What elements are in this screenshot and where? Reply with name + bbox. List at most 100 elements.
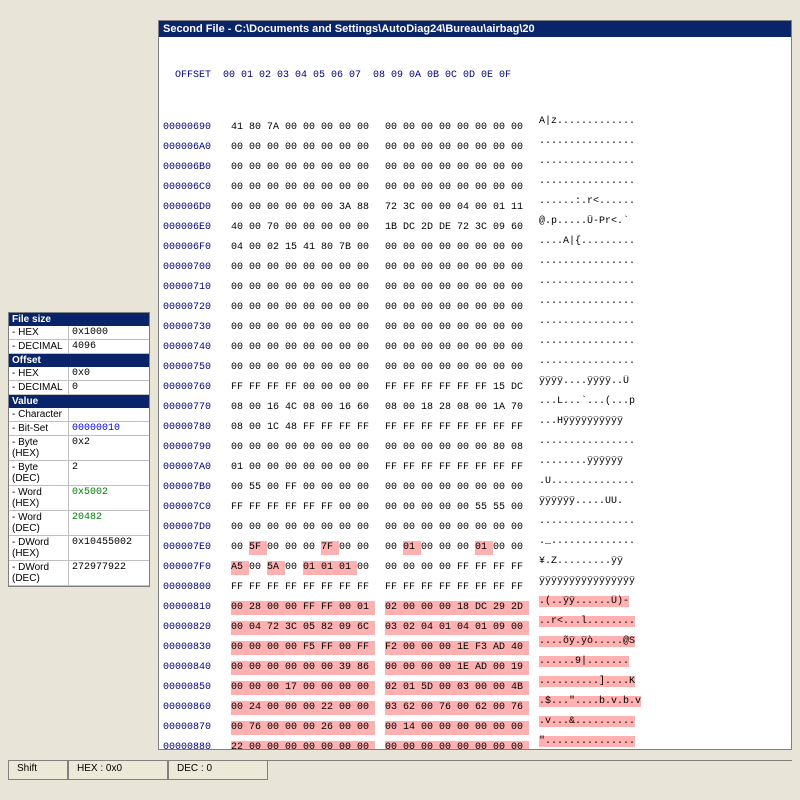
hex-byte[interactable]: 80: [249, 121, 267, 135]
hex-byte[interactable]: 1B: [385, 221, 403, 235]
hex-byte[interactable]: 00: [439, 741, 457, 750]
hex-byte[interactable]: 00: [267, 181, 285, 195]
hex-byte[interactable]: 01: [339, 561, 357, 575]
hex-byte[interactable]: 00: [285, 641, 303, 655]
hex-byte[interactable]: 00: [285, 461, 303, 475]
hex-byte[interactable]: 5A: [267, 561, 285, 575]
hex-byte[interactable]: 01: [303, 561, 321, 575]
hex-byte[interactable]: FF: [249, 581, 267, 595]
hex-byte[interactable]: 00: [321, 521, 339, 535]
hex-byte[interactable]: 00: [285, 721, 303, 735]
hex-row[interactable]: 000007E0005F0000007F00000001000000010000…: [163, 535, 787, 555]
hex-byte[interactable]: 24: [249, 701, 267, 715]
hex-byte[interactable]: 09: [339, 621, 357, 635]
hex-byte[interactable]: 00: [475, 721, 493, 735]
hex-row[interactable]: 0000083000000000F5FF00FFF20000001EF3AD40…: [163, 635, 787, 655]
hex-byte[interactable]: 15: [285, 241, 303, 255]
hex-byte[interactable]: 00: [357, 221, 375, 235]
hex-byte[interactable]: 2D: [421, 221, 439, 235]
hex-byte[interactable]: 00: [249, 301, 267, 315]
hex-byte[interactable]: FF: [303, 501, 321, 515]
hex-row[interactable]: 000006E040007000000000001BDC2DDE723C0960…: [163, 215, 787, 235]
hex-byte[interactable]: 00: [231, 641, 249, 655]
hex-byte[interactable]: 00: [303, 141, 321, 155]
hex-byte[interactable]: 00: [231, 661, 249, 675]
hex-byte[interactable]: 00: [511, 621, 529, 635]
hex-byte[interactable]: FF: [475, 561, 493, 575]
hex-byte[interactable]: 01: [403, 541, 421, 555]
hex-byte[interactable]: 00: [493, 261, 511, 275]
hex-byte[interactable]: 01: [231, 461, 249, 475]
hex-row[interactable]: 0000069041807A00000000000000000000000000…: [163, 115, 787, 135]
hex-byte[interactable]: 00: [511, 301, 529, 315]
hex-byte[interactable]: 18: [421, 401, 439, 415]
hex-byte[interactable]: 00: [267, 141, 285, 155]
hex-byte[interactable]: 02: [403, 621, 421, 635]
hex-byte[interactable]: 00: [357, 741, 375, 750]
hex-byte[interactable]: 00: [231, 701, 249, 715]
hex-byte[interactable]: 3A: [339, 201, 357, 215]
hex-byte[interactable]: 00: [249, 461, 267, 475]
hex-byte[interactable]: 00: [475, 481, 493, 495]
hex-byte[interactable]: 00: [439, 681, 457, 695]
hex-byte[interactable]: 00: [285, 321, 303, 335]
hex-byte[interactable]: 00: [439, 321, 457, 335]
hex-byte[interactable]: 00: [321, 741, 339, 750]
hex-byte[interactable]: 00: [303, 441, 321, 455]
hex-byte[interactable]: 00: [285, 521, 303, 535]
hex-byte[interactable]: F5: [303, 641, 321, 655]
hex-row[interactable]: 000006B000000000000000000000000000000000…: [163, 155, 787, 175]
hex-byte[interactable]: FF: [231, 381, 249, 395]
hex-byte[interactable]: 00: [339, 381, 357, 395]
hex-row[interactable]: 0000075000000000000000000000000000000000…: [163, 355, 787, 375]
hex-byte[interactable]: 00: [403, 181, 421, 195]
hex-byte[interactable]: 00: [303, 281, 321, 295]
hex-row[interactable]: 000006D00000000000003A88723C000004000111…: [163, 195, 787, 215]
hex-byte[interactable]: 00: [403, 301, 421, 315]
hex-byte[interactable]: 00: [511, 501, 529, 515]
hex-byte[interactable]: 00: [493, 161, 511, 175]
hex-byte[interactable]: 00: [439, 261, 457, 275]
hex-byte[interactable]: 01: [475, 621, 493, 635]
hex-byte[interactable]: FF: [475, 381, 493, 395]
hex-byte[interactable]: 00: [421, 281, 439, 295]
hex-byte[interactable]: 80: [493, 441, 511, 455]
hex-byte[interactable]: FF: [321, 501, 339, 515]
hex-byte[interactable]: 00: [421, 641, 439, 655]
hex-byte[interactable]: FF: [385, 461, 403, 475]
hex-byte[interactable]: 00: [421, 121, 439, 135]
hex-byte[interactable]: 00: [493, 241, 511, 255]
hex-byte[interactable]: FF: [321, 601, 339, 615]
hex-byte[interactable]: 00: [321, 381, 339, 395]
hex-byte[interactable]: 00: [303, 161, 321, 175]
hex-byte[interactable]: 00: [511, 181, 529, 195]
hex-byte[interactable]: 00: [249, 561, 267, 575]
hex-byte[interactable]: 00: [231, 161, 249, 175]
hex-byte[interactable]: 41: [231, 121, 249, 135]
hex-byte[interactable]: 17: [285, 681, 303, 695]
hex-byte[interactable]: 41: [303, 241, 321, 255]
hex-byte[interactable]: 00: [285, 181, 303, 195]
hex-byte[interactable]: 00: [421, 441, 439, 455]
hex-row[interactable]: 0000070000000000000000000000000000000000…: [163, 255, 787, 275]
hex-byte[interactable]: 00: [439, 541, 457, 555]
hex-byte[interactable]: 7F: [321, 541, 339, 555]
hex-byte[interactable]: 08: [231, 401, 249, 415]
hex-byte[interactable]: 72: [385, 201, 403, 215]
hex-byte[interactable]: 00: [439, 561, 457, 575]
hex-byte[interactable]: 00: [493, 181, 511, 195]
hex-byte[interactable]: FF: [285, 481, 303, 495]
hex-byte[interactable]: 00: [421, 521, 439, 535]
hex-byte[interactable]: 00: [385, 161, 403, 175]
hex-byte[interactable]: 00: [421, 721, 439, 735]
hex-byte[interactable]: 1E: [457, 661, 475, 675]
hex-byte[interactable]: 00: [439, 501, 457, 515]
hex-byte[interactable]: FF: [303, 601, 321, 615]
hex-byte[interactable]: 00: [321, 281, 339, 295]
hex-byte[interactable]: 00: [267, 721, 285, 735]
hex-byte[interactable]: FF: [303, 421, 321, 435]
hex-byte[interactable]: 00: [267, 701, 285, 715]
hex-byte[interactable]: 00: [249, 681, 267, 695]
hex-byte[interactable]: 00: [493, 681, 511, 695]
hex-byte[interactable]: 00: [385, 341, 403, 355]
